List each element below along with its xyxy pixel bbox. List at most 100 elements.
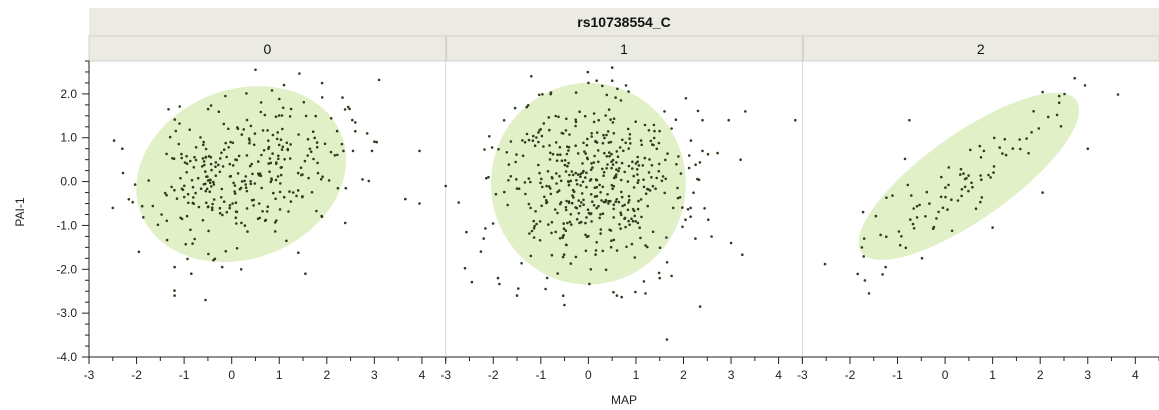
data-point xyxy=(564,208,568,212)
data-point xyxy=(710,235,713,238)
data-point xyxy=(202,160,206,163)
data-point xyxy=(222,122,226,126)
data-point xyxy=(553,208,557,211)
data-point xyxy=(275,219,278,222)
data-point xyxy=(208,181,212,185)
data-point xyxy=(589,168,593,171)
data-point xyxy=(863,279,867,282)
data-point xyxy=(1037,127,1041,130)
data-point xyxy=(521,154,525,158)
data-point xyxy=(609,140,613,144)
data-point xyxy=(653,129,656,133)
data-point xyxy=(540,134,544,138)
x-tick-label: 0 xyxy=(228,368,235,382)
data-point xyxy=(925,190,929,194)
data-point xyxy=(291,191,295,194)
data-point xyxy=(253,182,257,185)
data-point xyxy=(620,161,624,165)
data-point xyxy=(301,195,304,198)
data-point xyxy=(1001,152,1004,155)
data-point xyxy=(640,215,643,219)
data-point xyxy=(207,205,210,208)
data-point xyxy=(1019,147,1022,151)
data-point xyxy=(370,149,374,153)
data-point xyxy=(694,163,697,166)
data-point xyxy=(644,244,647,247)
x-tick-label: 1 xyxy=(633,368,640,382)
data-point xyxy=(160,213,163,216)
data-point xyxy=(235,247,239,250)
data-point xyxy=(601,167,604,171)
data-point xyxy=(856,272,859,276)
data-point xyxy=(277,143,281,147)
data-point xyxy=(992,136,996,140)
data-point xyxy=(589,268,593,271)
data-point xyxy=(660,179,664,183)
data-point xyxy=(323,142,327,146)
data-point xyxy=(575,183,579,186)
data-point xyxy=(580,201,583,204)
data-point xyxy=(276,131,280,134)
x-tick-label: 0 xyxy=(585,368,592,382)
data-point xyxy=(341,96,344,99)
data-point xyxy=(299,166,303,169)
data-point xyxy=(924,215,927,218)
data-point xyxy=(610,239,613,242)
data-point xyxy=(950,229,954,233)
data-point xyxy=(509,175,513,178)
data-point xyxy=(185,162,189,165)
data-point xyxy=(610,152,613,156)
data-point xyxy=(496,276,500,280)
data-point xyxy=(642,280,646,283)
x-tick-label: 4 xyxy=(419,368,426,382)
data-point xyxy=(944,186,947,189)
data-point xyxy=(220,187,224,191)
data-point xyxy=(277,157,280,161)
data-point xyxy=(620,190,623,194)
data-point xyxy=(615,150,619,153)
data-point xyxy=(906,183,910,187)
data-point xyxy=(678,196,682,199)
data-point xyxy=(652,136,656,140)
data-point xyxy=(628,223,631,226)
data-point xyxy=(608,155,611,158)
data-point xyxy=(165,152,168,156)
data-point xyxy=(194,191,197,195)
data-point xyxy=(574,124,577,128)
data-point xyxy=(611,121,615,124)
data-point xyxy=(636,160,639,163)
data-point xyxy=(582,169,585,173)
data-point xyxy=(592,112,596,115)
data-point xyxy=(626,127,630,131)
data-point xyxy=(862,255,865,258)
data-point xyxy=(527,138,531,142)
data-point xyxy=(270,178,273,182)
data-point xyxy=(142,216,145,219)
data-point xyxy=(563,159,567,162)
data-point xyxy=(315,209,318,213)
x-tick-label: -3 xyxy=(84,368,95,382)
data-point xyxy=(593,195,597,198)
data-point xyxy=(555,172,558,175)
data-point xyxy=(576,152,580,155)
data-point xyxy=(597,118,600,122)
data-point xyxy=(698,161,702,164)
data-point xyxy=(618,223,621,226)
data-point xyxy=(237,154,241,158)
data-point xyxy=(483,148,486,151)
data-point xyxy=(590,162,593,165)
data-point xyxy=(591,200,594,203)
data-point xyxy=(224,94,227,98)
data-point xyxy=(534,210,537,213)
data-point xyxy=(616,155,620,158)
data-point xyxy=(281,106,285,110)
data-point xyxy=(212,180,215,184)
data-point xyxy=(274,178,278,182)
x-tick-label: 0 xyxy=(942,368,949,382)
data-point xyxy=(1025,137,1028,140)
data-point xyxy=(267,147,270,151)
data-point xyxy=(622,149,625,153)
data-point xyxy=(532,226,536,230)
data-point xyxy=(595,185,599,189)
data-point xyxy=(239,268,243,271)
